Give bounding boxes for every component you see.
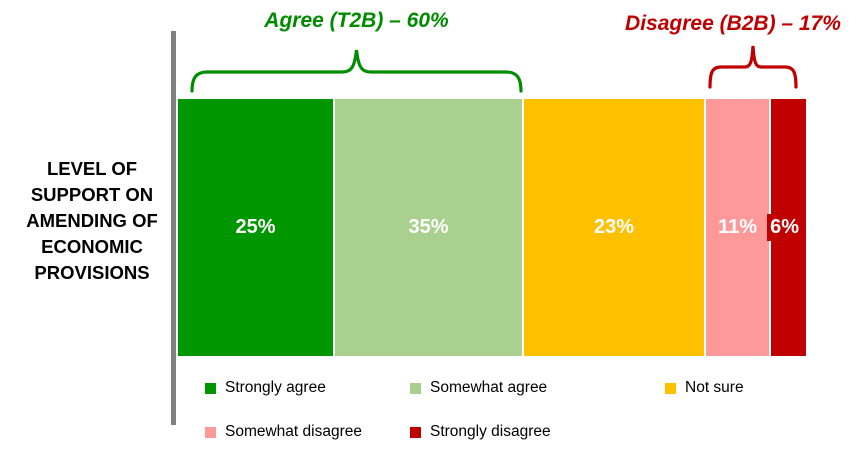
bar-segment-value-label: 23% — [594, 216, 635, 238]
bar-segment-strongly-disagree: 6% — [767, 99, 806, 356]
bar-segment-value-label: 35% — [408, 216, 449, 238]
category-label: LEVEL OF SUPPORT ON AMENDING OF ECONOMIC PRO… — [18, 156, 166, 286]
legend-item-strongly-agree: Strongly agree — [205, 366, 410, 410]
stacked-bar: 25% 35% 23% 11% 6% — [178, 99, 806, 356]
agree-annotation-label: Agree (T2B) – 60% — [264, 9, 449, 32]
category-label-line: AMENDING OF — [26, 210, 158, 231]
bar-segment-somewhat-disagree: 11% — [706, 99, 772, 356]
bar-segment-not-sure: 23% — [524, 99, 707, 356]
bar-segment-value-label: 25% — [235, 216, 276, 238]
legend-item-strongly-disagree: Strongly disagree — [410, 410, 665, 454]
category-label-line: SUPPORT ON — [30, 184, 154, 205]
disagree-brace-icon — [708, 42, 798, 89]
legend: Strongly agree Somewhat agree Not sure Some… — [205, 366, 744, 454]
y-axis-line — [171, 31, 176, 425]
category-label-line: PROVISIONS — [34, 262, 150, 283]
legend-label: Somewhat disagree — [225, 423, 362, 440]
category-label-line: ECONOMIC — [41, 236, 143, 257]
legend-swatch-icon — [665, 382, 676, 394]
legend-item-not-sure: Not sure — [665, 366, 744, 410]
legend-swatch-icon — [410, 426, 421, 438]
legend-swatch-icon — [205, 382, 216, 394]
bar-segment-somewhat-agree: 35% — [335, 99, 525, 356]
legend-swatch-icon — [410, 382, 421, 394]
category-label-line: LEVEL OF — [46, 158, 138, 179]
bar-segment-value-label: 6% — [767, 214, 802, 241]
legend-label: Strongly agree — [225, 379, 326, 396]
legend-label: Somewhat agree — [430, 379, 548, 396]
legend-item-somewhat-agree: Somewhat agree — [410, 366, 665, 410]
agree-brace-icon — [190, 46, 523, 93]
legend-item-somewhat-disagree: Somewhat disagree — [205, 410, 410, 454]
disagree-annotation-label: Disagree (B2B) – 17% — [625, 12, 841, 35]
legend-label: Not sure — [685, 379, 744, 396]
legend-swatch-icon — [205, 426, 216, 438]
bar-segment-value-label: 11% — [718, 216, 758, 238]
bar-segment-strongly-agree: 25% — [178, 99, 335, 356]
legend-label: Strongly disagree — [430, 423, 551, 440]
